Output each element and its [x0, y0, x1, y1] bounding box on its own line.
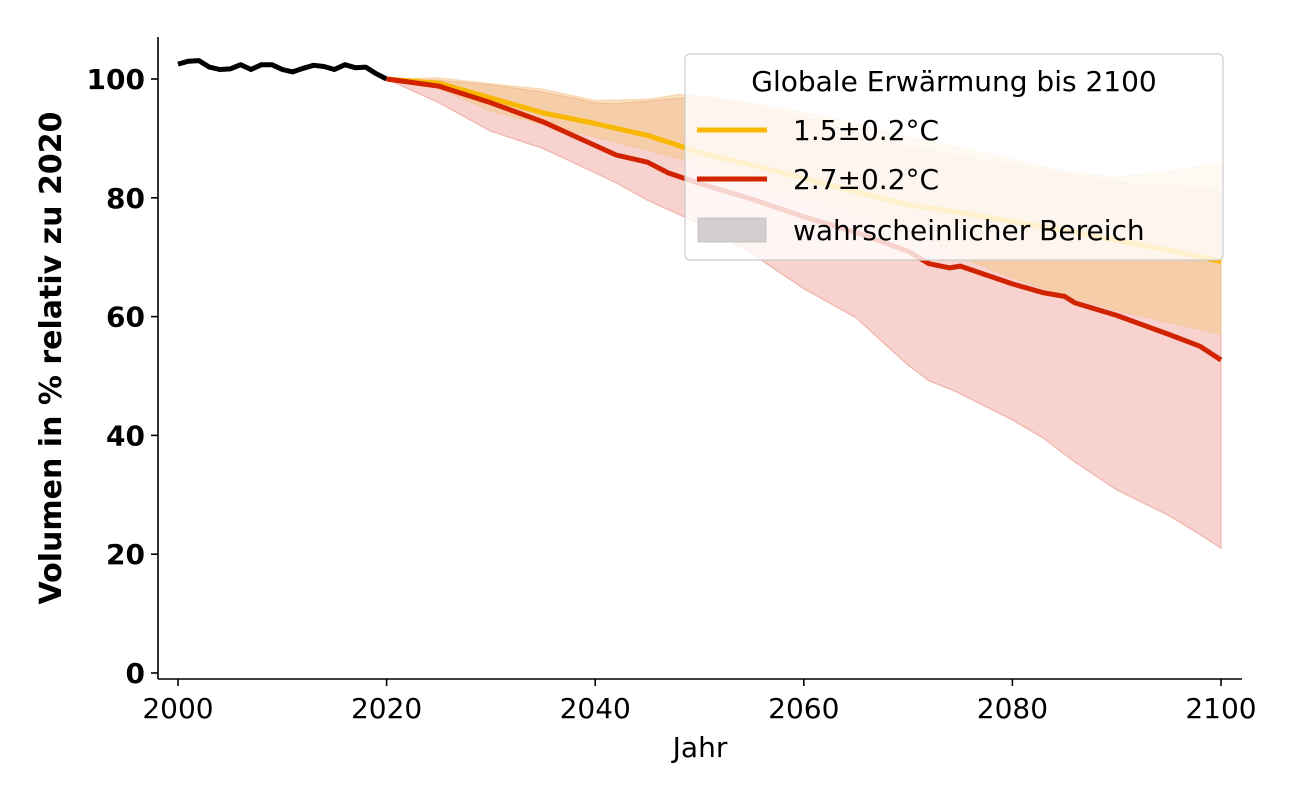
- x-tick-label-2020: 2020: [351, 692, 422, 725]
- axes: [157, 37, 1242, 680]
- y-tick-label-100: 100: [87, 63, 145, 96]
- y-tick-label-0: 0: [126, 657, 145, 690]
- y-ticks: 0 20 40 60 80 100: [87, 63, 158, 690]
- legend-label-1p5: 1.5±0.2°C: [793, 114, 939, 147]
- legend-swatch-range: [697, 217, 767, 243]
- x-tick-label-2040: 2040: [560, 692, 631, 725]
- x-ticks: 2000 2020 2040 2060 2080 2100: [142, 679, 1257, 725]
- x-tick-label-2100: 2100: [1185, 692, 1256, 725]
- y-axis-label: Volumen in % relativ zu 2020: [34, 112, 69, 605]
- legend: Globale Erwärmung bis 2100 1.5±0.2°C 2.7…: [684, 53, 1224, 261]
- x-tick-label-2080: 2080: [977, 692, 1048, 725]
- x-tick-label-2060: 2060: [768, 692, 839, 725]
- legend-label-range: wahrscheinlicher Bereich: [793, 214, 1145, 247]
- legend-frame: [684, 53, 1224, 261]
- legend-label-2p7: 2.7±0.2°C: [793, 163, 939, 196]
- y-tick-label-60: 60: [106, 301, 145, 334]
- x-tick-label-2000: 2000: [142, 692, 213, 725]
- y-tick-label-80: 80: [106, 182, 145, 215]
- y-tick-label-20: 20: [106, 538, 145, 571]
- x-axis-label: Jahr: [671, 731, 728, 764]
- legend-title: Globale Erwärmung bis 2100: [751, 65, 1156, 98]
- y-tick-label-40: 40: [106, 419, 145, 452]
- line-historical: [177, 58, 388, 82]
